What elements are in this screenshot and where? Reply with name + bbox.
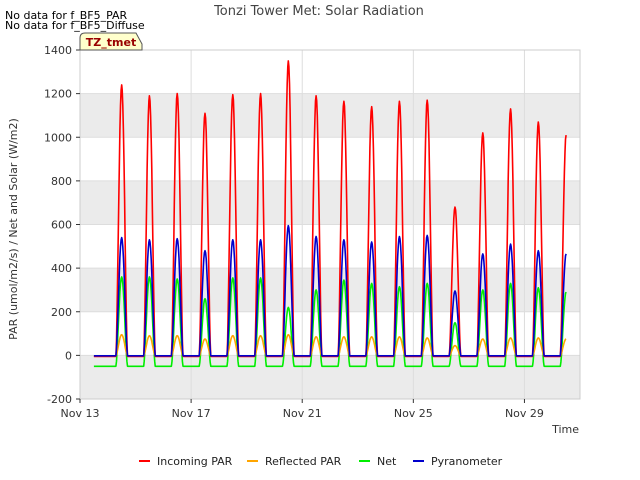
x-tick-label: Nov 29 [505, 407, 544, 420]
y-tick-label: 1400 [44, 44, 72, 57]
site-badge: TZ_tmet [79, 32, 143, 51]
y-axis-ticks: -200 0 200 400 600 800 1000 1200 1400 [44, 44, 80, 406]
series-line-pyranometer [93, 224, 567, 357]
site-badge-label: TZ_tmet [86, 36, 136, 49]
series-line-reflected-par [93, 333, 567, 357]
legend-label-reflected-par: Reflected PAR [265, 455, 342, 468]
y-axis-label: PAR (umol/m2/s) / Net and Solar (W/m2) [7, 118, 20, 340]
x-tick-label: Nov 17 [172, 407, 211, 420]
plot-background-bands [80, 93, 580, 399]
legend-label-net: Net [377, 455, 397, 468]
x-axis-label: Time [551, 423, 579, 436]
x-tick-label: Nov 25 [394, 407, 433, 420]
y-tick-label: 400 [51, 262, 72, 275]
background-band [80, 355, 580, 399]
y-tick-label: 800 [51, 175, 72, 188]
legend-label-incoming-par: Incoming PAR [157, 455, 233, 468]
y-tick-label: 600 [51, 219, 72, 232]
x-tick-label: Nov 21 [283, 407, 322, 420]
y-tick-label: 1200 [44, 88, 72, 101]
background-band [80, 268, 580, 312]
background-band [80, 180, 580, 225]
y-tick-label: 200 [51, 306, 72, 319]
no-data-note-2: No data for f_BF5_Diffuse [5, 19, 145, 32]
legend-label-pyranometer: Pyranometer [431, 455, 503, 468]
site-badge-box [79, 32, 143, 51]
background-band [80, 93, 580, 138]
x-axis-ticks: Nov 13 Nov 17 Nov 21 Nov 25 Nov 29 [61, 399, 544, 420]
no-data-note-1: No data for f_BF5_PAR [5, 9, 128, 22]
chart-title: Tonzi Tower Met: Solar Radiation [213, 4, 424, 19]
y-tick-label: 0 [65, 349, 72, 362]
y-tick-label: 1000 [44, 131, 72, 144]
series-lines [93, 60, 567, 368]
y-tick-label: -200 [47, 393, 72, 406]
legend: Incoming PAR Reflected PAR Net Pyranomet… [139, 455, 503, 468]
x-tick-label: Nov 13 [61, 407, 100, 420]
